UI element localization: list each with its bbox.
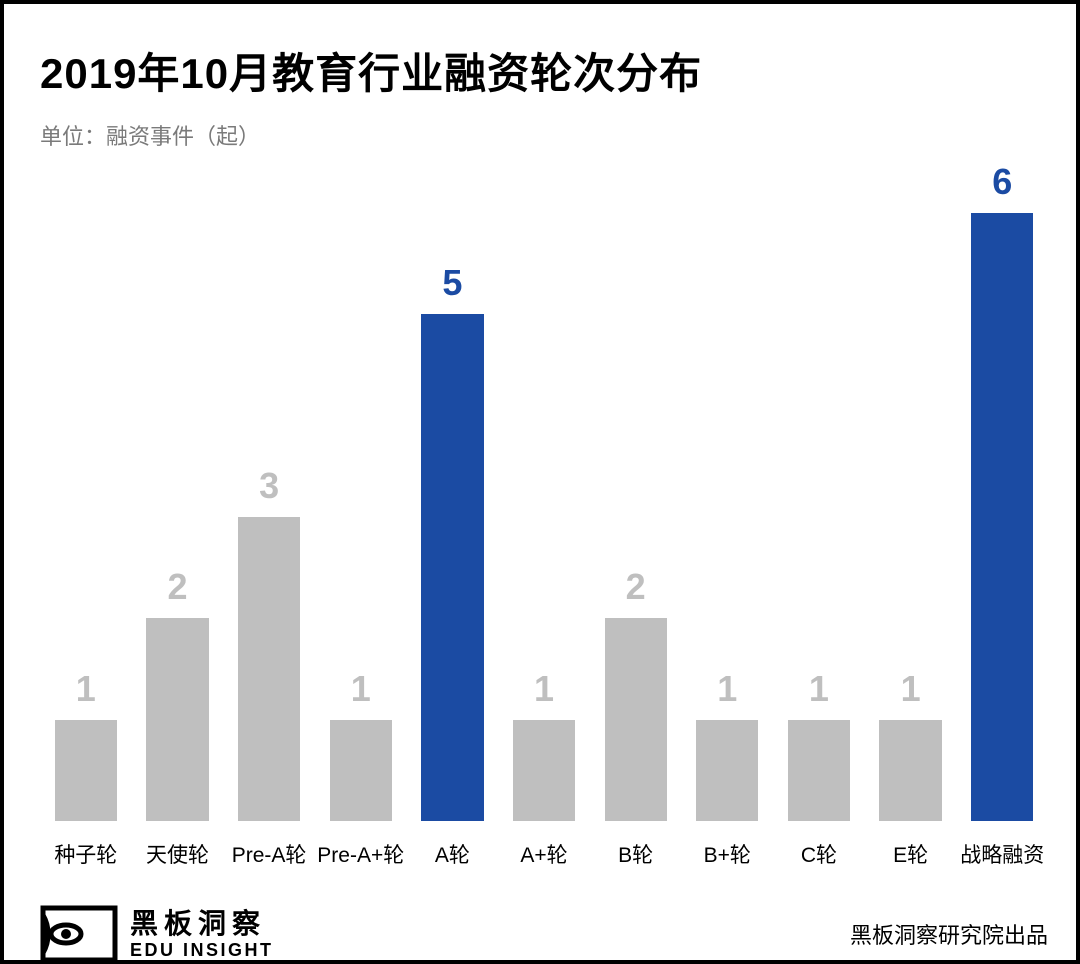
bar-rect: [788, 720, 850, 821]
bar-slot: 6: [956, 161, 1048, 821]
bar-slot: 2: [590, 161, 682, 821]
bar-value-label: 1: [76, 668, 96, 710]
x-axis-label: Pre-A+轮: [315, 839, 407, 869]
bar-value-label: 1: [809, 668, 829, 710]
bar-slot: 1: [40, 161, 132, 821]
bar-slot: 2: [132, 161, 224, 821]
x-axis-labels: 种子轮天使轮Pre-A轮Pre-A+轮A轮A+轮B轮B+轮C轮E轮战略融资: [40, 839, 1048, 869]
chart-subtitle: 单位：融资事件（起）: [40, 119, 1048, 151]
attribution-text: 黑板洞察研究院出品: [850, 918, 1048, 950]
chart-footer: 黑板洞察 EDU INSIGHT 黑板洞察研究院出品: [40, 905, 1048, 963]
bar-slot: 1: [315, 161, 407, 821]
bar-slot: 5: [407, 161, 499, 821]
brand-name-en: EDU INSIGHT: [130, 940, 274, 961]
bar-rect: [971, 213, 1033, 821]
brand-name-cn: 黑板洞察: [130, 908, 274, 940]
chart-panel: 2019年10月教育行业融资轮次分布 单位：融资事件（起） 1231512111…: [4, 4, 1076, 960]
bar-rect: [421, 314, 483, 821]
bar-rect: [330, 720, 392, 821]
bar-rect: [696, 720, 758, 821]
bar-rect: [238, 517, 300, 821]
bar-slot: 1: [498, 161, 590, 821]
bar-value-label: 6: [992, 161, 1012, 203]
x-axis-label: A+轮: [498, 839, 590, 869]
x-axis-label: C轮: [773, 839, 865, 869]
bar-rect: [513, 720, 575, 821]
x-axis-label: Pre-A轮: [223, 839, 315, 869]
bar-value-label: 3: [259, 465, 279, 507]
bar-value-label: 2: [626, 566, 646, 608]
bar-value-label: 1: [351, 668, 371, 710]
bar-value-label: 5: [442, 262, 462, 304]
x-axis-label: 战略融资: [956, 839, 1048, 869]
bar-slot: 3: [223, 161, 315, 821]
brand-block: 黑板洞察 EDU INSIGHT: [40, 905, 274, 963]
bar-value-label: 1: [901, 668, 921, 710]
chart-bars-area: 1 2 3 1 5 1 2 1 1 1 6: [40, 161, 1048, 821]
bar-value-label: 1: [717, 668, 737, 710]
bar-slot: 1: [773, 161, 865, 821]
bar-slot: 1: [681, 161, 773, 821]
brand-text: 黑板洞察 EDU INSIGHT: [130, 908, 274, 961]
x-axis-label: B+轮: [681, 839, 773, 869]
x-axis-label: E轮: [865, 839, 957, 869]
x-axis-label: 天使轮: [132, 839, 224, 869]
bar-rect: [879, 720, 941, 821]
bar-value-label: 2: [167, 566, 187, 608]
bar-rect: [146, 618, 208, 821]
bar-rect: [605, 618, 667, 821]
chart-title: 2019年10月教育行业融资轮次分布: [40, 40, 1048, 101]
x-axis-label: 种子轮: [40, 839, 132, 869]
bar-value-label: 1: [534, 668, 554, 710]
bar-slot: 1: [865, 161, 957, 821]
x-axis-label: B轮: [590, 839, 682, 869]
x-axis-label: A轮: [407, 839, 499, 869]
chart-frame: 2019年10月教育行业融资轮次分布 单位：融资事件（起） 1231512111…: [0, 0, 1080, 964]
brand-logo-icon: [40, 905, 118, 963]
bar-rect: [55, 720, 117, 821]
